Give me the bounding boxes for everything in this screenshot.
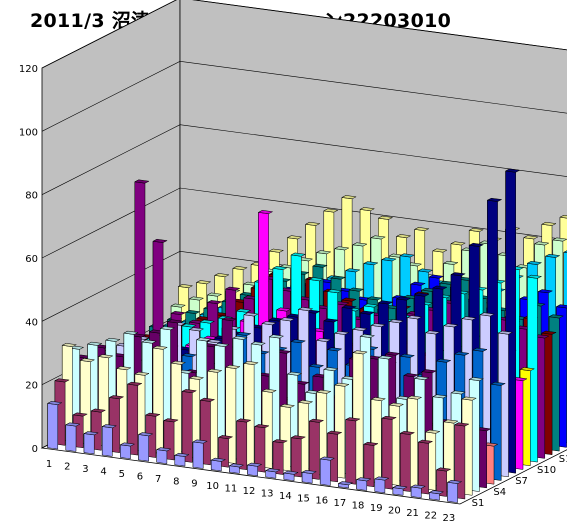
y-tick-label: 60 bbox=[25, 254, 38, 265]
bars bbox=[46, 168, 567, 503]
bar-series-2-cat-19 bbox=[381, 415, 398, 490]
x-tick-label: 23 bbox=[443, 513, 456, 524]
x-tick-label: 6 bbox=[137, 471, 143, 482]
x-tick-label: 17 bbox=[334, 498, 347, 509]
bar-series-2-cat-20 bbox=[399, 430, 416, 492]
depth-tick-label: S1 bbox=[472, 498, 485, 509]
gridline bbox=[41, 124, 567, 195]
bar-series-1-cat-18 bbox=[355, 477, 372, 491]
x-tick-label: 10 bbox=[206, 481, 219, 492]
bar-series-1-cat-20 bbox=[392, 485, 408, 496]
bar-series-1-cat-4 bbox=[101, 424, 118, 457]
bar-series-1-cat-11 bbox=[228, 463, 245, 474]
bar-series-1-cat-2 bbox=[64, 422, 81, 452]
x-tick-label: 4 bbox=[100, 467, 106, 478]
bar-series-2-cat-23 bbox=[453, 422, 470, 500]
gridline bbox=[41, 0, 567, 69]
x-tick-label: 19 bbox=[370, 503, 383, 514]
bar-series-2-cat-5 bbox=[126, 381, 143, 456]
x-tick-label: 1 bbox=[46, 459, 52, 470]
bar-series-1-cat-1 bbox=[46, 400, 63, 450]
bar-series-1-cat-9 bbox=[192, 439, 209, 469]
x-tick-label: 18 bbox=[352, 501, 365, 512]
bar-series-1-cat-21 bbox=[410, 484, 427, 499]
x-tick-label: 8 bbox=[173, 476, 179, 487]
bar-series-2-cat-17 bbox=[344, 417, 361, 485]
x-tick-label: 13 bbox=[261, 488, 274, 499]
bar-series-1-cat-12 bbox=[246, 462, 263, 477]
bar-series-2-cat-12 bbox=[253, 423, 270, 473]
bar-series-2-cat-8 bbox=[181, 388, 198, 463]
x-tick-label: 15 bbox=[297, 493, 310, 504]
x-tick-label: 14 bbox=[279, 491, 292, 502]
x-tick-label: 12 bbox=[243, 486, 256, 497]
bar-series-1-cat-3 bbox=[83, 431, 100, 455]
x-tick-label: 9 bbox=[191, 479, 197, 490]
bar-series-2-cat-11 bbox=[235, 418, 252, 470]
x-tick-label: 2 bbox=[64, 462, 70, 473]
x-tick-label: 11 bbox=[224, 484, 237, 495]
y-tick-label: 120 bbox=[19, 64, 38, 75]
bar-series-1-cat-22 bbox=[428, 490, 445, 501]
bar-series-1-cat-6 bbox=[137, 432, 154, 462]
y-tick-label: 0 bbox=[32, 444, 38, 455]
bar-series-1-cat-17 bbox=[337, 481, 354, 489]
y-tick-label: 40 bbox=[25, 317, 38, 328]
x-tick-label: 21 bbox=[406, 508, 419, 519]
y-tick-label: 80 bbox=[25, 191, 38, 202]
bar-series-1-cat-19 bbox=[373, 476, 390, 494]
bar-series-1-cat-8 bbox=[173, 452, 190, 467]
depth-tick-label: S7 bbox=[515, 476, 528, 487]
bar-series-1-cat-16 bbox=[319, 456, 336, 486]
depth-tick-label: S10 bbox=[537, 465, 556, 476]
x-tick-label: 5 bbox=[119, 469, 125, 480]
x-tick-label: 3 bbox=[82, 464, 88, 475]
bar-series-1-cat-7 bbox=[155, 447, 172, 464]
y-tick-label: 100 bbox=[19, 127, 38, 138]
y-tick-label: 20 bbox=[25, 381, 38, 392]
x-tick-label: 7 bbox=[155, 474, 161, 485]
bar-series-1-cat-10 bbox=[210, 457, 227, 472]
bar-series-2-cat-14 bbox=[290, 435, 307, 478]
gridline bbox=[41, 187, 567, 259]
x-tick-label: 20 bbox=[388, 505, 401, 516]
bar-series-1-cat-23 bbox=[446, 479, 463, 503]
depth-tick-label: S13 bbox=[559, 454, 567, 465]
x-tick-label: 22 bbox=[424, 510, 437, 521]
depth-tick-label: S4 bbox=[493, 487, 506, 498]
x-tick-label: 16 bbox=[315, 496, 328, 507]
bar-series-2-cat-15 bbox=[308, 418, 325, 480]
bar-series-1-cat-13 bbox=[264, 468, 281, 479]
bar-series-1-cat-14 bbox=[283, 470, 299, 481]
gridline bbox=[41, 60, 567, 132]
bar-series-1-cat-5 bbox=[119, 442, 136, 460]
bar-series-1-cat-15 bbox=[301, 469, 318, 484]
